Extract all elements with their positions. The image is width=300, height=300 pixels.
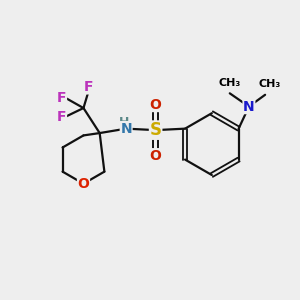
Text: O: O xyxy=(77,177,89,191)
Text: O: O xyxy=(150,149,162,163)
Text: CH₃: CH₃ xyxy=(258,80,281,89)
Text: N: N xyxy=(243,100,255,114)
Text: F: F xyxy=(57,110,66,124)
Text: F: F xyxy=(84,80,94,94)
Text: H: H xyxy=(119,116,129,129)
Text: N: N xyxy=(120,122,132,136)
Text: CH₃: CH₃ xyxy=(219,78,241,88)
Text: O: O xyxy=(150,98,162,112)
Text: S: S xyxy=(150,121,162,139)
Text: F: F xyxy=(57,91,66,105)
